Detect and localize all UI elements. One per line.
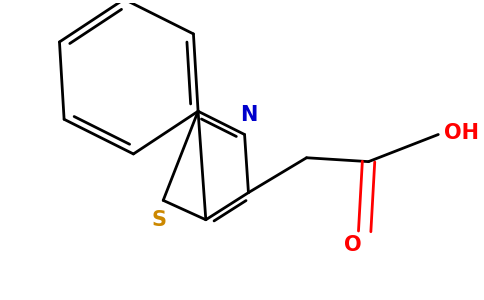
Text: S: S [152,210,167,230]
Text: OH: OH [444,123,480,143]
Text: N: N [240,105,257,125]
Text: O: O [344,235,362,255]
